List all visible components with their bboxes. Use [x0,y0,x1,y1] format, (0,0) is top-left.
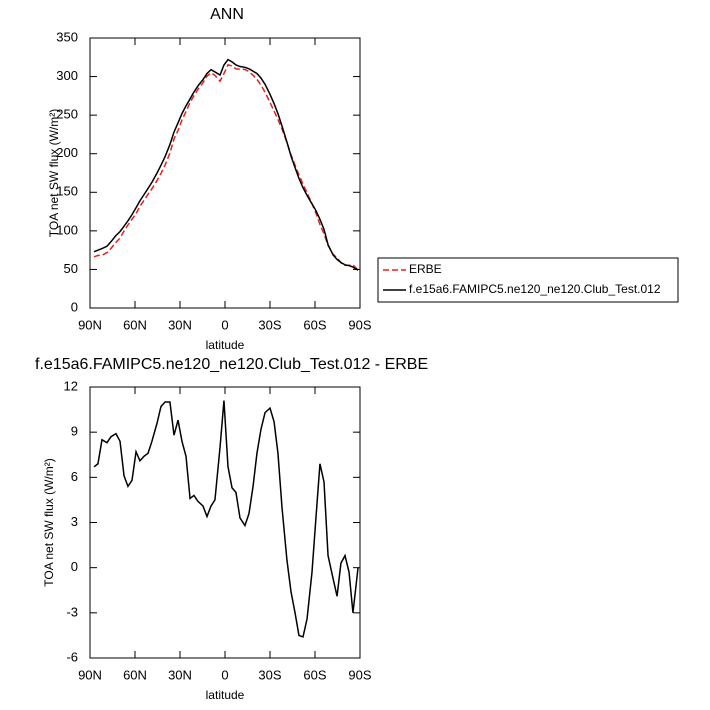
data-line [93,58,359,271]
y-tick-label: 100 [56,222,78,237]
y-tick-label: 350 [56,29,78,44]
x-tick-label: 90N [78,667,102,682]
x-tick-label: 30S [258,317,281,332]
x-tick-label: 60S [303,667,326,682]
y-tick-label: 50 [64,261,78,276]
y-tick-label: -3 [66,604,78,619]
x-axis-label: latitude [206,338,245,352]
x-tick-label: 60S [303,317,326,332]
x-tick-label: 60N [123,317,147,332]
y-tick-label: 150 [56,184,78,199]
y-axis-label: TOA net SW flux (W/m²) [47,109,61,237]
y-tick-label: 200 [56,145,78,160]
x-tick-label: 60N [123,667,147,682]
legend-box [377,257,679,303]
y-axis-label: TOA net SW flux (W/m²) [42,458,56,586]
y-tick-label: 9 [71,424,78,439]
y-tick-label: 3 [71,514,78,529]
plot-frame [89,37,361,309]
y-tick-label: -6 [66,649,78,664]
x-tick-label: 0 [221,317,228,332]
x-tick-label: 90S [348,667,371,682]
x-tick-label: 90S [348,317,371,332]
y-tick-label: 6 [71,469,78,484]
legend-label: f.e15a6.FAMIPC5.ne120_ne120.Club_Test.01… [409,282,661,296]
x-tick-label: 90N [78,317,102,332]
y-tick-label: 250 [56,107,78,122]
x-tick-label: 30N [168,317,192,332]
chart-title: f.e15a6.FAMIPC5.ne120_ne120.Club_Test.01… [35,356,428,373]
x-tick-label: 30S [258,667,281,682]
y-tick-label: 12 [64,378,78,393]
data-line [93,63,359,271]
x-axis-label: latitude [206,688,245,702]
x-tick-label: 30N [168,667,192,682]
y-tick-label: 300 [56,68,78,83]
data-line [93,400,359,638]
y-tick-label: 0 [71,299,78,314]
y-tick-label: 0 [71,559,78,574]
legend-label: ERBE [409,262,442,276]
chart-title: ANN [210,6,244,23]
x-tick-label: 0 [221,667,228,682]
